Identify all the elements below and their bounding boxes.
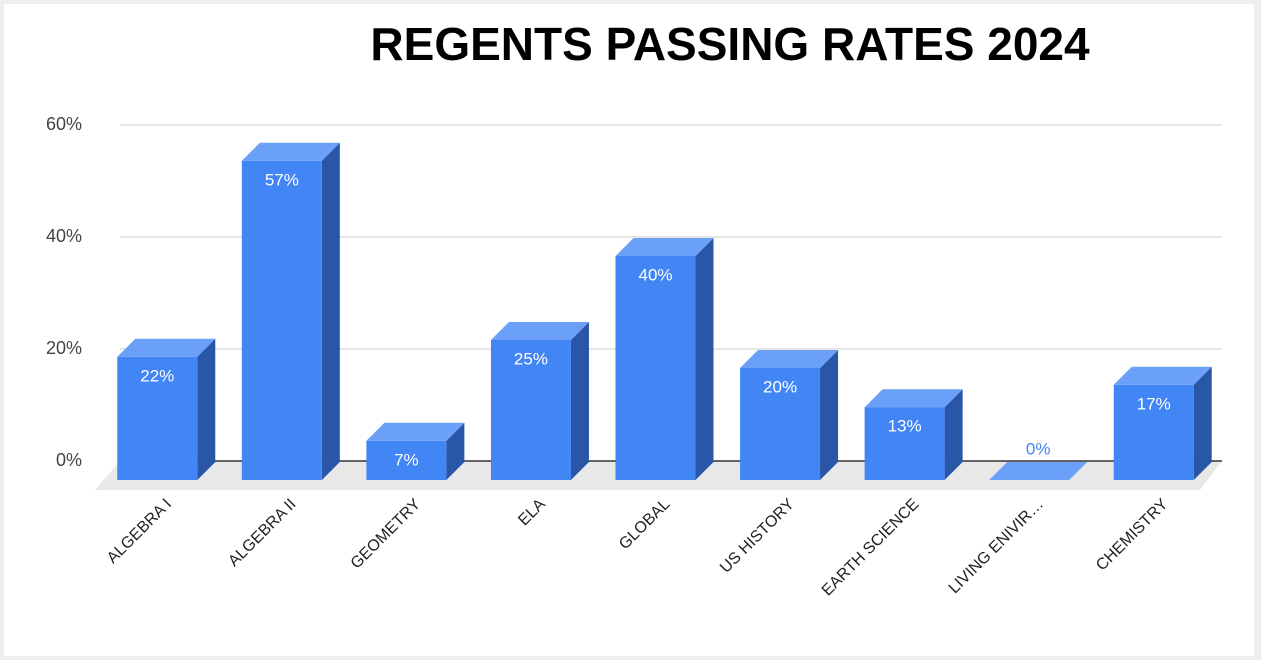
bar-top xyxy=(740,350,839,368)
bar-side xyxy=(944,389,963,480)
bar xyxy=(117,356,198,480)
value-label: 13% xyxy=(888,417,922,436)
value-label: 0% xyxy=(1026,439,1051,458)
bar-top xyxy=(1113,366,1212,385)
bar-top xyxy=(615,238,714,256)
value-label: 40% xyxy=(638,265,672,284)
value-label: 20% xyxy=(763,377,797,396)
y-tick-label: 40% xyxy=(46,226,82,246)
value-label: 17% xyxy=(1137,394,1171,413)
bar xyxy=(1113,384,1194,480)
bar-top xyxy=(366,422,465,441)
bar xyxy=(615,256,696,480)
bar-side xyxy=(820,350,839,480)
bar-side xyxy=(197,338,216,480)
value-label: 25% xyxy=(514,349,548,368)
y-tick-label: 20% xyxy=(46,338,82,358)
bar-top xyxy=(241,142,340,161)
value-label: 57% xyxy=(265,170,299,189)
bar-side xyxy=(695,238,714,480)
bar-side xyxy=(446,422,465,480)
bar xyxy=(366,440,447,480)
bar-top xyxy=(864,389,963,408)
value-label: 22% xyxy=(140,366,174,385)
bar-top xyxy=(989,462,1088,480)
bar-top xyxy=(117,338,216,357)
y-tick-label: 60% xyxy=(46,114,82,134)
bar xyxy=(740,368,821,480)
y-tick-label: 0% xyxy=(56,450,82,470)
bar-side xyxy=(570,322,589,480)
bar xyxy=(864,407,945,480)
bar-top xyxy=(490,322,589,340)
bar-side xyxy=(321,142,340,481)
bar xyxy=(241,160,322,481)
bar-side xyxy=(1193,366,1212,480)
value-label: 7% xyxy=(394,450,419,469)
bar xyxy=(490,340,571,480)
chart-title: REGENTS PASSING RATES 2024 xyxy=(370,18,1090,70)
